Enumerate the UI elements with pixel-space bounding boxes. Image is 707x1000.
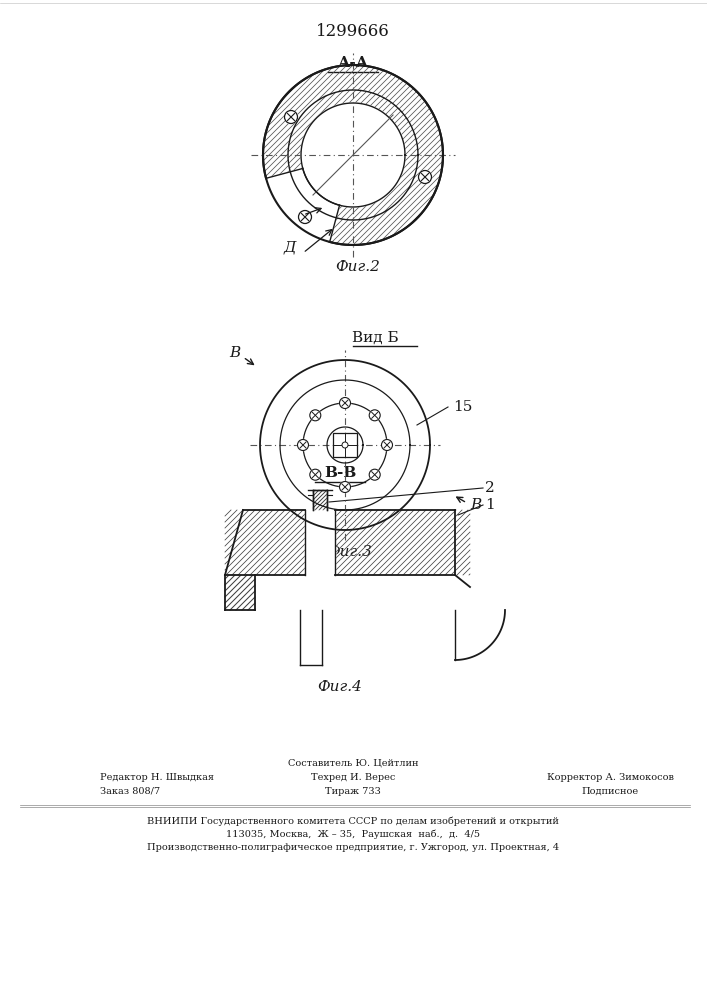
Circle shape (301, 103, 405, 207)
Circle shape (260, 360, 430, 530)
Text: Составитель Ю. Цейтлин: Составитель Ю. Цейтлин (288, 758, 419, 768)
Circle shape (310, 469, 321, 480)
Text: Вид Б: Вид Б (351, 331, 398, 345)
Text: Редактор Н. Швыдкая: Редактор Н. Швыдкая (100, 772, 214, 782)
Bar (333, 433, 357, 457)
Text: 113035, Москва,  Ж – 35,  Раушская  наб.,  д.  4/5: 113035, Москва, Ж – 35, Раушская наб., д… (226, 829, 480, 839)
Text: Тираж 733: Тираж 733 (325, 786, 381, 796)
Circle shape (342, 442, 348, 448)
Circle shape (382, 440, 392, 450)
Bar (305, 510, 335, 575)
Text: 2: 2 (485, 481, 495, 495)
Circle shape (261, 63, 445, 247)
Circle shape (310, 410, 321, 421)
Polygon shape (225, 510, 470, 575)
Text: Г: Г (289, 195, 299, 209)
Text: В: В (229, 346, 240, 360)
Circle shape (298, 211, 312, 224)
Text: Заказ 808/7: Заказ 808/7 (100, 786, 160, 796)
Text: Фиг.2: Фиг.2 (336, 260, 380, 274)
Text: ВНИИПИ Государственного комитета СССР по делам изобретений и открытий: ВНИИПИ Государственного комитета СССР по… (147, 816, 559, 826)
Text: А-А: А-А (337, 56, 368, 70)
Polygon shape (263, 155, 353, 245)
Text: В: В (470, 498, 481, 512)
Text: Техред И. Верес: Техред И. Верес (311, 772, 395, 782)
Circle shape (298, 440, 308, 450)
Circle shape (369, 410, 380, 421)
Text: Фиг.3: Фиг.3 (327, 545, 373, 559)
Text: 1: 1 (296, 220, 306, 234)
Circle shape (419, 170, 431, 184)
Circle shape (263, 65, 443, 245)
Circle shape (339, 397, 351, 408)
Text: Подписное: Подписное (581, 786, 638, 796)
Circle shape (339, 482, 351, 492)
Bar (313, 490, 327, 510)
Circle shape (284, 110, 298, 123)
Text: Производственно-полиграфическое предприятие, г. Ужгород, ул. Проектная, 4: Производственно-полиграфическое предприя… (147, 842, 559, 852)
Text: 15: 15 (453, 400, 472, 414)
Text: Корректор А. Зимокосов: Корректор А. Зимокосов (547, 772, 674, 782)
Circle shape (369, 469, 380, 480)
Text: Д: Д (284, 240, 296, 254)
Circle shape (288, 90, 418, 220)
Bar (225, 575, 255, 610)
Text: 1: 1 (485, 498, 495, 512)
Text: 1299666: 1299666 (316, 23, 390, 40)
Text: В-В: В-В (324, 466, 356, 480)
Text: Фиг.4: Фиг.4 (317, 680, 363, 694)
